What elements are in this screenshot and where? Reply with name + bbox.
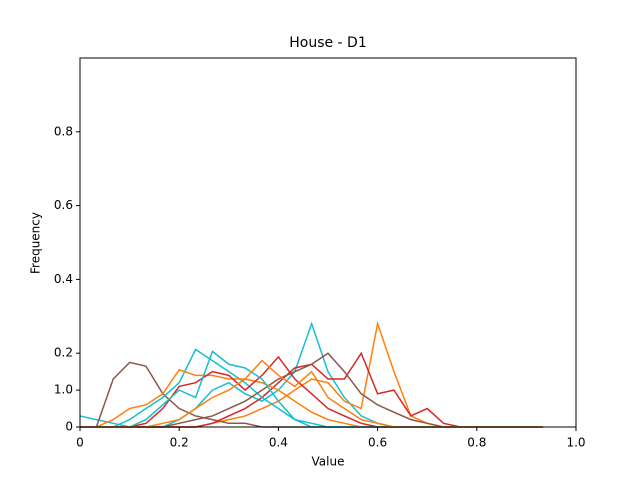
x-axis-label: Value <box>312 455 345 469</box>
y-tick-label: 0.4 <box>54 272 73 286</box>
y-tick-label: 0.6 <box>54 198 73 212</box>
axes-frame <box>79 57 577 428</box>
x-tick-label: 0.8 <box>467 436 486 450</box>
x-tick-label: 0.6 <box>368 436 387 450</box>
x-tick-label: 0.4 <box>269 436 288 450</box>
x-tick-label: 1.0 <box>566 436 585 450</box>
x-tick-label: 0 <box>76 436 84 450</box>
y-tick-label: 0 <box>65 420 73 434</box>
chart-title: House - D1 <box>289 35 367 51</box>
y-axis-label: Frequency <box>29 212 43 274</box>
y-tick-label: 0.2 <box>54 346 73 360</box>
y-tick-label: 0.8 <box>54 124 73 138</box>
x-tick-label: 0.2 <box>170 436 189 450</box>
y-tick-label: 1.0 <box>54 383 73 397</box>
